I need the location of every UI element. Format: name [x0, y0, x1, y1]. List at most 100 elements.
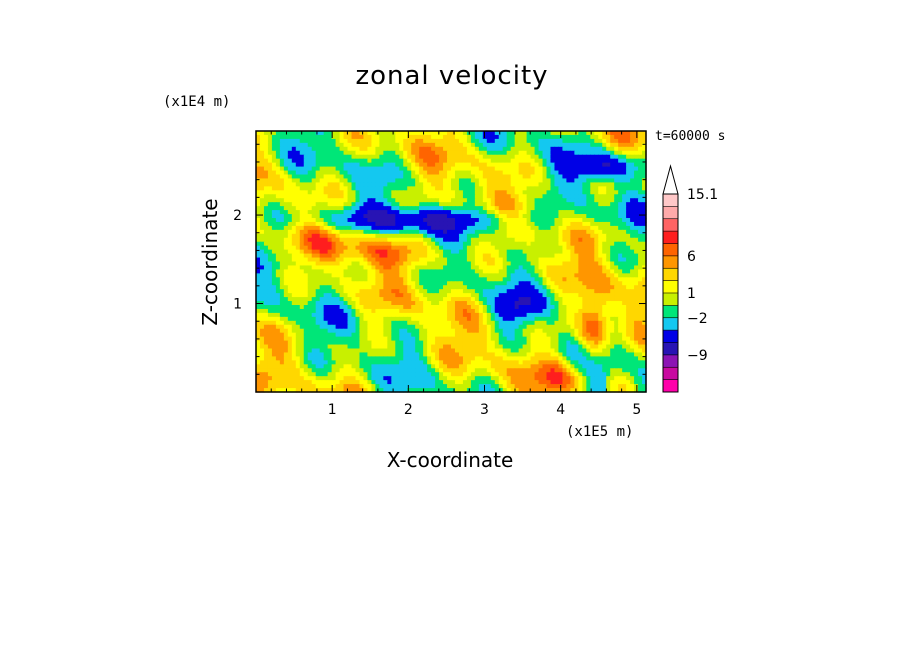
field-cell [439, 218, 444, 223]
field-cell [283, 134, 289, 140]
field-cell [534, 166, 540, 172]
field-cell [435, 170, 440, 176]
field-cell [287, 218, 293, 223]
field-cell [546, 320, 552, 326]
field-cell [343, 277, 349, 282]
field-cell [299, 308, 305, 314]
field-cell [586, 166, 591, 172]
field-cell [411, 206, 416, 211]
field-cell [594, 218, 599, 223]
field-cell [550, 182, 556, 187]
field-cell [327, 257, 333, 263]
field-cell [570, 233, 575, 239]
field-cell [443, 138, 448, 144]
field-cell [594, 273, 599, 278]
field-cell [514, 158, 520, 164]
field-cell [427, 293, 432, 298]
field-cell [642, 312, 647, 318]
field-cell [275, 289, 281, 294]
field-cell [626, 170, 631, 176]
field-cell [263, 158, 269, 164]
field-cell [570, 198, 575, 203]
field-cell [419, 281, 424, 286]
field-cell [482, 257, 488, 263]
field-cell [602, 249, 607, 255]
field-cell [574, 301, 579, 306]
field-cell [538, 281, 544, 286]
field-cell [343, 316, 349, 322]
field-cell [546, 134, 552, 140]
field-cell [590, 289, 595, 294]
field-cell [558, 221, 564, 227]
field-cell [522, 277, 528, 282]
field-cell [570, 289, 575, 294]
field-cell [594, 277, 599, 282]
field-cell [578, 285, 583, 290]
field-cell [502, 312, 508, 318]
field-cell [538, 285, 544, 290]
field-cell [458, 134, 464, 140]
field-cell [331, 316, 337, 322]
field-cell [618, 265, 623, 270]
field-cell [522, 131, 528, 136]
field-cell [319, 221, 325, 227]
field-cell [602, 190, 607, 195]
field-cell [454, 320, 460, 326]
field-cell [562, 233, 568, 239]
field-cell [259, 134, 265, 140]
field-cell [578, 281, 583, 286]
field-cell [311, 182, 317, 187]
field-cell [626, 190, 631, 195]
field-cell [474, 170, 480, 176]
field-cell [562, 293, 568, 298]
field-cell [526, 257, 532, 263]
field-cell [399, 261, 404, 267]
field-cell [423, 289, 428, 294]
field-cell [399, 285, 404, 290]
field-cell [550, 225, 556, 231]
field-cell [466, 194, 472, 199]
field-cell [311, 293, 317, 298]
field-cell [614, 289, 619, 294]
field-cell [335, 198, 341, 203]
field-cell [443, 249, 448, 255]
field-cell [602, 281, 607, 286]
field-cell [606, 218, 611, 223]
field-cell [606, 233, 611, 239]
field-cell [514, 218, 520, 223]
field-cell [502, 174, 508, 180]
field-cell [462, 328, 468, 334]
field-cell [363, 198, 369, 203]
field-cell [347, 229, 353, 235]
field-cell [267, 146, 273, 152]
field-cell [626, 150, 631, 156]
field-cell [267, 281, 273, 286]
field-cell [399, 146, 404, 152]
field-cell [470, 158, 476, 164]
field-cell [538, 166, 544, 172]
field-cell [598, 186, 603, 191]
field-cell [502, 241, 508, 247]
field-cell [307, 285, 313, 290]
field-cell [586, 297, 591, 302]
field-cell [522, 218, 528, 223]
field-cell [618, 194, 623, 199]
field-cell [339, 273, 345, 278]
field-cell [606, 257, 611, 263]
field-cell [498, 289, 504, 294]
field-cell [431, 162, 436, 168]
field-cell [375, 210, 380, 215]
field-cell [343, 174, 349, 180]
field-cell [526, 225, 532, 231]
field-cell [375, 265, 380, 270]
field-cell [323, 178, 329, 183]
field-cell [315, 308, 321, 314]
field-cell [606, 285, 611, 290]
field-cell [291, 241, 297, 247]
field-cell [638, 131, 643, 136]
field-cell [586, 257, 591, 263]
field-cell [375, 261, 380, 267]
field-cell [454, 281, 460, 286]
field-cell [642, 190, 647, 195]
field-cell [490, 241, 496, 247]
